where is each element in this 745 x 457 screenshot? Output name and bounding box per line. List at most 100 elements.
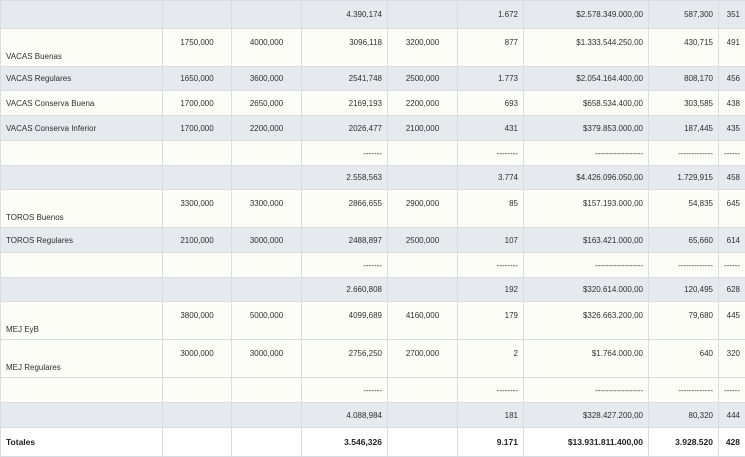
category-cell (1, 403, 163, 428)
head-count-cell: -------- (458, 141, 524, 166)
max-price-cell (232, 278, 302, 302)
table-row: ----------------------------------------… (1, 141, 745, 166)
avg-kg-cell: 491 (719, 29, 745, 67)
avg-weight-cell: 4099,689 (302, 302, 388, 340)
total-weight-cell: 640 (649, 340, 719, 378)
avg-kg-cell: 444 (719, 403, 745, 428)
price-per-kg-cell (388, 403, 458, 428)
avg-weight-cell: ------- (302, 378, 388, 403)
total-amount-cell: $2.054.164.400,00 (524, 67, 649, 91)
price-per-kg-cell: 3200,000 (388, 29, 458, 67)
category-cell: TOROS Regulares (1, 228, 163, 253)
category-cell (1, 378, 163, 403)
avg-weight-cell: 4.390,174 (302, 1, 388, 29)
avg-kg-cell: 458 (719, 166, 745, 190)
head-count-cell: -------- (458, 378, 524, 403)
category-cell: VACAS Conserva Buena (1, 91, 163, 116)
total-weight-cell: 54,835 (649, 190, 719, 228)
max-price-cell (232, 253, 302, 278)
avg-weight-cell: 2488,897 (302, 228, 388, 253)
avg-kg-cell: 351 (719, 1, 745, 29)
head-count-cell: 431 (458, 116, 524, 141)
price-per-kg-cell (388, 378, 458, 403)
head-count-cell: 877 (458, 29, 524, 67)
total-weight-cell: 303,585 (649, 91, 719, 116)
max-price-cell (232, 378, 302, 403)
category-cell: MEJ EyB (1, 302, 163, 340)
total-amount-cell: $163.421.000,00 (524, 228, 649, 253)
avg-kg-cell: ------ (719, 253, 745, 278)
avg-weight-cell: ------- (302, 141, 388, 166)
total-amount-cell: $658.534.400,00 (524, 91, 649, 116)
category-cell: TOROS Buenos (1, 190, 163, 228)
min-price-cell: 3300,000 (163, 190, 232, 228)
min-price-cell (163, 378, 232, 403)
price-per-kg-cell: 2700,000 (388, 340, 458, 378)
max-price-cell: 3600,000 (232, 67, 302, 91)
price-per-kg-cell: 2200,000 (388, 91, 458, 116)
category-cell: VACAS Buenas (1, 29, 163, 67)
category-cell (1, 141, 163, 166)
category-cell (1, 1, 163, 29)
max-price-cell: 3000,000 (232, 340, 302, 378)
max-price-cell: 2200,000 (232, 116, 302, 141)
head-count-cell: 181 (458, 403, 524, 428)
max-price-cell: 3300,000 (232, 190, 302, 228)
total-weight-cell: 79,680 (649, 302, 719, 340)
total-weight-cell: 1.729,915 (649, 166, 719, 190)
category-cell: Totales (1, 428, 163, 457)
category-cell: MEJ Regulares (1, 340, 163, 378)
total-weight-cell: 65,660 (649, 228, 719, 253)
total-amount-cell: ------------------ (524, 253, 649, 278)
max-price-cell (232, 1, 302, 29)
avg-weight-cell: 2756,250 (302, 340, 388, 378)
min-price-cell: 2100,000 (163, 228, 232, 253)
avg-weight-cell: 3096,118 (302, 29, 388, 67)
avg-weight-cell: 2541,748 (302, 67, 388, 91)
min-price-cell (163, 166, 232, 190)
max-price-cell (232, 141, 302, 166)
min-price-cell: 1750,000 (163, 29, 232, 67)
min-price-cell (163, 253, 232, 278)
avg-weight-cell: ------- (302, 253, 388, 278)
price-per-kg-cell (388, 253, 458, 278)
table-row: ----------------------------------------… (1, 253, 745, 278)
avg-kg-cell: ------ (719, 141, 745, 166)
price-per-kg-cell: 2500,000 (388, 228, 458, 253)
avg-kg-cell: 456 (719, 67, 745, 91)
category-cell (1, 278, 163, 302)
avg-weight-cell: 2026,477 (302, 116, 388, 141)
max-price-cell: 3000,000 (232, 228, 302, 253)
avg-kg-cell: 320 (719, 340, 745, 378)
max-price-cell (232, 403, 302, 428)
head-count-cell: 2 (458, 340, 524, 378)
min-price-cell: 1650,000 (163, 67, 232, 91)
max-price-cell: 2650,000 (232, 91, 302, 116)
total-amount-cell: $328.427.200,00 (524, 403, 649, 428)
total-amount-cell: $2.578.349.000,00 (524, 1, 649, 29)
head-count-cell: -------- (458, 253, 524, 278)
price-per-kg-cell: 2500,000 (388, 67, 458, 91)
max-price-cell (232, 428, 302, 457)
price-per-kg-cell (388, 278, 458, 302)
total-weight-cell: 120,495 (649, 278, 719, 302)
min-price-cell (163, 403, 232, 428)
avg-weight-cell: 3.546,326 (302, 428, 388, 457)
avg-kg-cell: 614 (719, 228, 745, 253)
total-amount-cell: $1.333.544.250,00 (524, 29, 649, 67)
total-amount-cell: ------------------ (524, 378, 649, 403)
total-amount-cell: $320.614.000,00 (524, 278, 649, 302)
price-per-kg-cell: 4160,000 (388, 302, 458, 340)
avg-kg-cell: 628 (719, 278, 745, 302)
total-amount-cell: $13.931.811.400,00 (524, 428, 649, 457)
total-weight-cell: ------------- (649, 253, 719, 278)
